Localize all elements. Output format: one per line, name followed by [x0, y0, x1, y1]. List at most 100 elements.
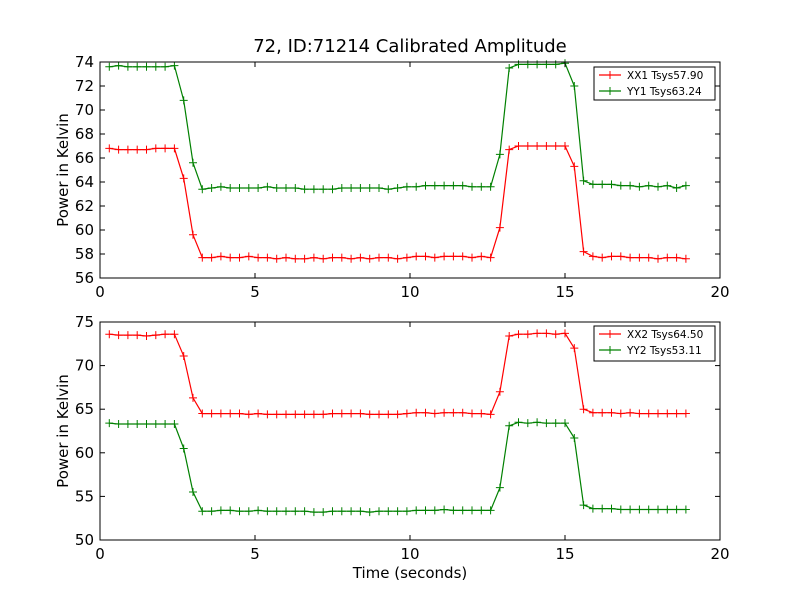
data-point: [151, 62, 160, 71]
data-point: [505, 64, 514, 72]
data-point: [226, 409, 235, 418]
y-tick-label: 58: [75, 245, 94, 263]
data-point: [458, 408, 467, 417]
x-axis-label-2: Time (seconds): [352, 564, 468, 582]
data-point: [588, 504, 597, 513]
legend-item: XX1 Tsys57.90: [599, 70, 703, 82]
x-tick-label: 20: [710, 545, 729, 563]
data-point: [495, 483, 504, 492]
data-point: [170, 61, 179, 70]
data-point: [189, 393, 197, 402]
data-point: [300, 410, 309, 419]
data-point: [551, 419, 560, 428]
data-point: [644, 409, 653, 418]
data-point: [198, 409, 207, 418]
data-point: [598, 253, 607, 262]
data-point: [616, 252, 625, 261]
data-point: [635, 182, 644, 191]
data-point: [570, 433, 579, 442]
data-point: [365, 410, 374, 419]
data-point: [365, 184, 374, 192]
data-point: [681, 409, 690, 418]
data-point: [207, 184, 216, 192]
data-point: [207, 507, 216, 516]
data-point: [486, 182, 495, 191]
data-point: [226, 506, 235, 515]
data-point: [161, 144, 170, 153]
data-point: [365, 508, 374, 517]
data-point: [533, 329, 542, 338]
data-point: [523, 142, 532, 150]
data-point: [151, 331, 160, 340]
data-point: [291, 410, 300, 419]
y-tick-label: 64: [75, 173, 94, 191]
data-point: [300, 185, 309, 194]
data-point: [681, 505, 690, 514]
data-point: [635, 253, 644, 262]
data-point: [356, 184, 365, 192]
data-point: [142, 145, 151, 154]
data-point: [458, 252, 467, 261]
data-point: [114, 420, 123, 429]
data-point: [244, 507, 253, 516]
data-point: [384, 185, 393, 194]
x-tick-label: 0: [95, 545, 105, 563]
data-point: [254, 506, 263, 515]
data-point: [616, 181, 625, 190]
data-point: [235, 253, 244, 262]
data-point: [430, 409, 439, 418]
chart-title: 72, ID:71214 Calibrated Amplitude: [253, 36, 567, 57]
data-point: [105, 144, 114, 153]
y-tick-label: 55: [75, 487, 94, 505]
data-point: [551, 330, 560, 339]
data-point: [375, 253, 383, 262]
data-point: [626, 408, 635, 417]
data-point: [440, 505, 449, 514]
data-point: [170, 144, 179, 153]
data-point: [179, 96, 188, 105]
data-point: [384, 507, 393, 516]
data-point: [393, 184, 402, 192]
data-point: [375, 184, 383, 192]
data-point: [263, 507, 272, 516]
data-point: [495, 150, 504, 159]
legend-label: XX2 Tsys64.50: [627, 329, 703, 341]
data-point: [430, 506, 439, 515]
data-point: [542, 419, 551, 428]
data-point: [654, 409, 662, 418]
data-point: [189, 488, 197, 497]
data-point: [226, 184, 235, 192]
data-point: [189, 158, 197, 167]
data-point: [282, 410, 290, 419]
data-point: [272, 254, 281, 263]
data-point: [579, 501, 588, 510]
data-point: [347, 507, 356, 516]
series-2-2: [105, 418, 690, 517]
data-point: [198, 507, 207, 516]
data-point: [189, 230, 197, 239]
data-point: [421, 408, 430, 417]
y-tick-label: 68: [75, 125, 94, 143]
data-point: [654, 505, 662, 514]
data-point: [328, 253, 337, 262]
y-tick-label: 60: [75, 221, 94, 239]
data-point: [505, 331, 514, 340]
data-point: [347, 254, 356, 263]
data-point: [495, 223, 504, 232]
data-point: [468, 409, 476, 418]
data-point: [179, 352, 188, 361]
data-point: [123, 331, 132, 340]
y-tick-label: 50: [75, 531, 94, 549]
data-point: [495, 387, 504, 396]
data-point: [616, 505, 625, 514]
data-point: [123, 62, 132, 71]
x-tick-label: 5: [250, 545, 260, 563]
data-point: [216, 409, 225, 418]
data-point: [207, 409, 216, 418]
x-tick-label: 0: [95, 283, 105, 301]
data-point: [672, 253, 681, 262]
data-point: [282, 507, 290, 516]
data-point: [347, 184, 356, 192]
data-point: [626, 253, 635, 262]
data-point: [505, 145, 514, 154]
